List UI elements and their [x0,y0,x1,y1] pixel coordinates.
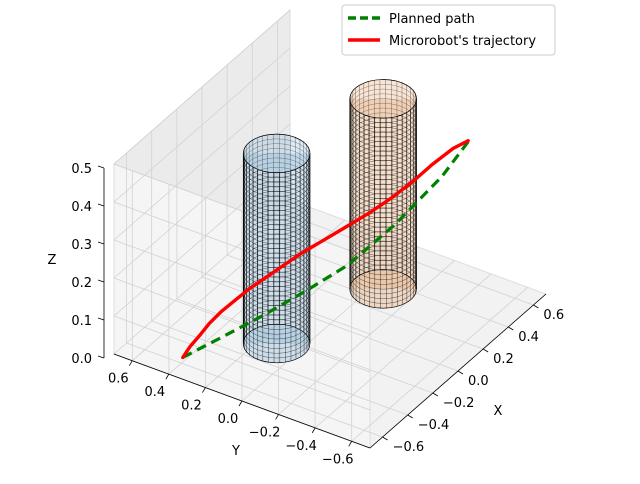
z-axis-ticks: 0.0 0.1 0.2 0.3 0.4 0.5 [71,162,105,367]
microrobot-trajectory-line [181,138,470,360]
y-tick-label: 0.2 [181,399,202,414]
y-tick-label: −0.4 [285,439,317,454]
z-tick-mark [97,165,105,169]
data-series [181,138,471,360]
y-tick-label: −0.2 [249,425,281,440]
y-tick-label: 0.0 [218,412,239,427]
y-tick-mark [238,400,243,407]
x-tick-label: 0.0 [468,374,489,389]
z-axis-label: Z [48,253,57,268]
cylinder-obstacles [242,79,417,364]
z-tick-mark [97,203,105,207]
legend-frame [341,4,556,56]
y-tick-mark [202,387,206,393]
x-tick-label: 0.2 [493,352,514,367]
z-tick-mark [97,279,105,283]
planned-path-line [182,139,471,359]
z-tick-label: 0.4 [71,200,92,215]
x-tick-mark [533,304,539,309]
x-tick-mark [508,326,514,331]
z-tick-label: 0.3 [71,238,92,253]
x-tick-label: 0.6 [543,308,564,323]
y-tick-mark [165,373,170,380]
y-tick-mark [348,441,353,447]
y-axis-ticks: −0.6 −0.4 −0.2 0.0 0.2 0.4 0.6 [108,360,354,467]
x-tick-mark [482,348,489,353]
cylinder-obstacle-1 [242,133,311,364]
z-tick-mark [97,241,105,245]
x-tick-label: 0.4 [518,330,539,345]
y-tick-label: 0.4 [145,385,166,400]
gridline-z [113,161,371,411]
legend-label-planned-path: Planned path [389,12,475,27]
y-tick-label: 0.6 [108,372,129,387]
gridline-z [113,9,371,259]
gridline-z [113,123,371,373]
cylinder-obstacle-2 [349,79,417,309]
y-tick-mark [275,414,279,420]
x-tick-label: −0.6 [393,440,425,455]
z-tick-label: 0.5 [71,162,92,177]
x-axis-ticks: −0.6 −0.4 −0.2 0.0 0.2 0.4 0.6 [382,304,564,455]
x-tick-mark [407,414,413,419]
cylinder-top-cap [242,133,311,174]
legend: Planned path Microrobot's trajectory [341,4,556,56]
x-tick-mark [432,392,439,397]
z-tick-label: 0.1 [71,314,92,329]
cylinder-top-cap [349,79,417,119]
x-tick-mark [382,436,388,441]
y-tick-label: −0.6 [322,452,354,467]
x-tick-mark [457,370,464,375]
z-tick-label: 0.0 [71,352,92,367]
z-tick-mark [97,317,105,321]
x-tick-label: −0.4 [418,418,450,433]
x-tick-label: −0.2 [443,396,475,411]
z-tick-label: 0.2 [71,276,92,291]
legend-label-microrobot-trajectory: Microrobot's trajectory [389,34,536,49]
x-axis-label: X [494,404,503,419]
y-tick-mark [128,360,133,366]
y-axis-label: Y [231,444,240,459]
y-tick-mark [311,427,316,434]
z-tick-mark [97,355,105,359]
